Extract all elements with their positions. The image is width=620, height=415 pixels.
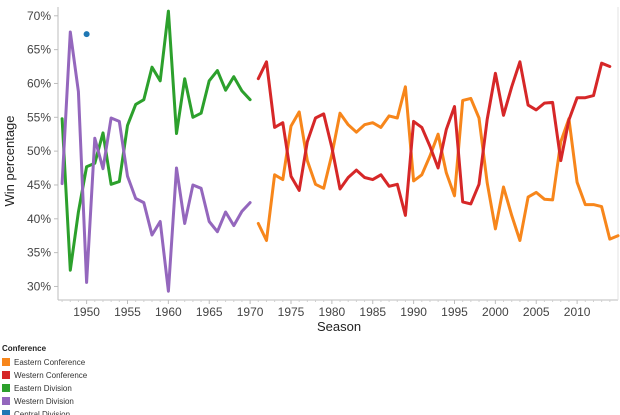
x-tick-label: 1965: [196, 305, 223, 319]
series-points: [83, 31, 90, 38]
y-tick-label: 50%: [27, 144, 51, 158]
plot-frame: [57, 7, 619, 301]
x-tick-label: 1955: [114, 305, 141, 319]
legend-label-eastern-conference: Eastern Conference: [14, 358, 86, 367]
legend-swatch-central-division: [2, 410, 10, 415]
x-tick-label: 1980: [319, 305, 346, 319]
x-tick-label: 1995: [441, 305, 468, 319]
x-tick-label: 1970: [237, 305, 264, 319]
y-tick-label: 70%: [27, 9, 51, 23]
legend-swatch-western-conference: [2, 371, 10, 379]
legend-label-western-conference: Western Conference: [14, 371, 88, 380]
y-tick-label: 65%: [27, 43, 51, 57]
series-line-western-conference: [256, 60, 612, 217]
y-tick-label: 35%: [27, 246, 51, 260]
y-tick-label: 45%: [27, 178, 51, 192]
series-line-eastern-conference: [256, 85, 620, 242]
x-tick-label: 1950: [73, 305, 100, 319]
x-tick-label: 1985: [359, 305, 386, 319]
series-lines: [60, 9, 620, 293]
y-axis-title: Win percentage: [2, 115, 17, 206]
x-axis: 1950 1955 1960 1965 1970 1975 1980 1985 1990 1995…: [61, 300, 611, 319]
series-line-western-division: [60, 30, 252, 293]
legend-title: Conference: [2, 344, 47, 353]
y-tick-label: 55%: [27, 110, 51, 124]
x-tick-label: 2005: [523, 305, 550, 319]
legend-label-central-division: Central Division: [14, 410, 70, 415]
y-tick-label: 40%: [27, 212, 51, 226]
x-tick-label: 1960: [155, 305, 182, 319]
y-tick-label: 60%: [27, 76, 51, 90]
y-axis: 30% 35% 40% 45% 50% 55% 60% 65% 70%: [27, 9, 58, 293]
x-axis-title: Season: [317, 319, 361, 334]
legend-label-eastern-division: Eastern Division: [14, 384, 72, 393]
legend-swatch-eastern-conference: [2, 358, 10, 366]
y-tick-label: 30%: [27, 279, 51, 293]
legend-swatch-western-division: [2, 397, 10, 405]
x-tick-label: 2000: [482, 305, 509, 319]
legend-label-western-division: Western Division: [14, 397, 74, 406]
legend: Conference Eastern Conference Western Con…: [2, 344, 88, 415]
legend-swatch-eastern-division: [2, 384, 10, 392]
data-point-central-division: [83, 31, 90, 38]
x-tick-label: 2010: [564, 305, 591, 319]
x-tick-label: 1990: [400, 305, 427, 319]
x-tick-label: 1975: [278, 305, 305, 319]
